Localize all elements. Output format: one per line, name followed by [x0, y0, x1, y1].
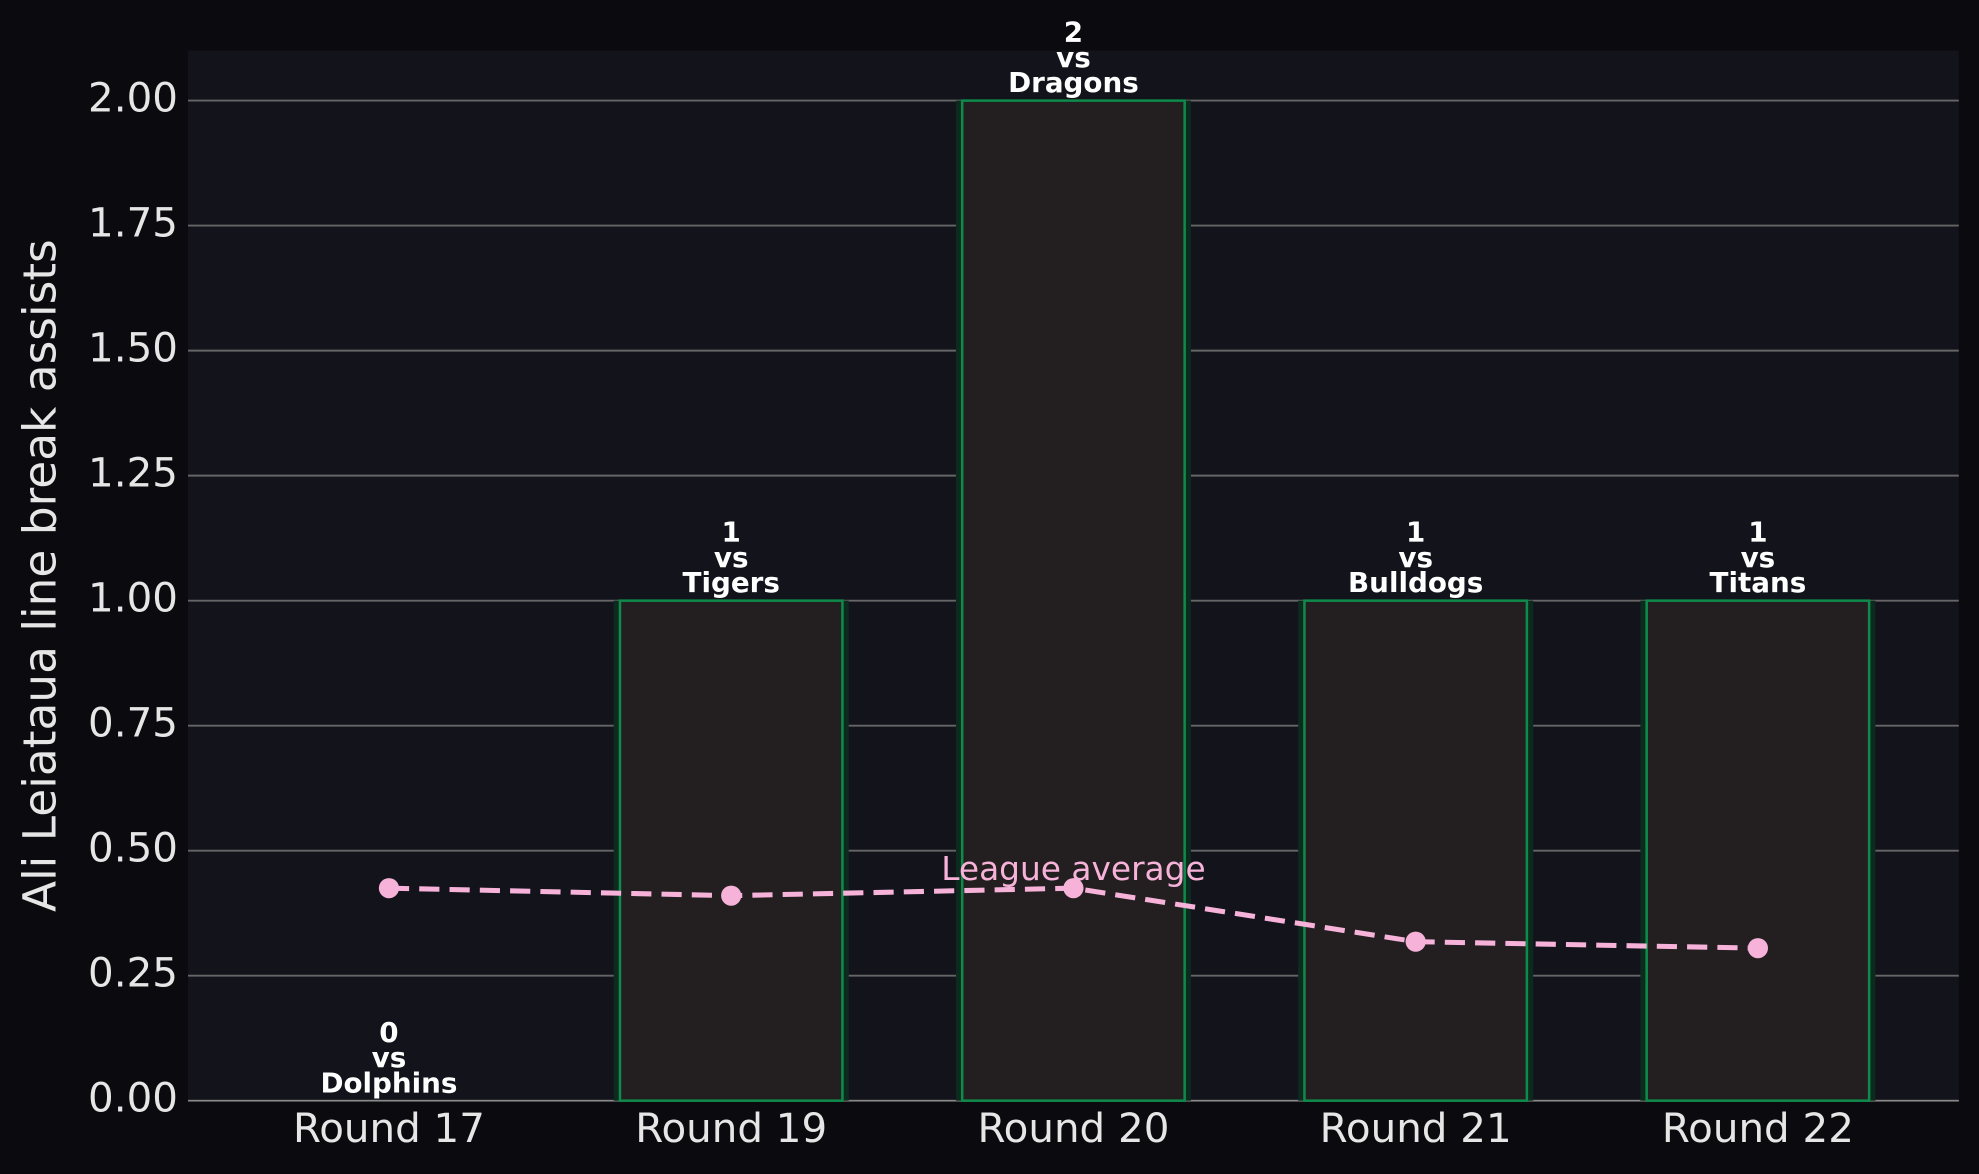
- y-tick-label: 1.50: [88, 325, 178, 372]
- bar: [618, 599, 844, 1102]
- average-point: [1405, 931, 1426, 952]
- opponent-label: Dragons: [1008, 66, 1139, 99]
- y-tick-label: 1.75: [88, 200, 178, 247]
- value-label: 1: [1406, 516, 1425, 549]
- x-tick-label: Round 17: [293, 1105, 485, 1152]
- x-tick-label: Round 21: [1320, 1105, 1512, 1152]
- connector-label: vs: [372, 1041, 407, 1074]
- y-tick-label: 0.25: [88, 950, 178, 997]
- connector-label: vs: [1056, 41, 1091, 74]
- opponent-label: Tigers: [683, 566, 780, 599]
- y-axis-label: Ali Leiataua line break assists: [13, 239, 66, 912]
- average-point: [1063, 878, 1084, 899]
- opponent-label: Bulldogs: [1348, 566, 1483, 599]
- average-point: [1747, 938, 1769, 959]
- average-annotation: League average: [941, 850, 1205, 888]
- connector-label: vs: [1398, 541, 1433, 574]
- x-tick-label: Round 22: [1662, 1105, 1854, 1152]
- y-tick-label: 2.00: [88, 75, 178, 122]
- y-tick-label: 0.00: [88, 1075, 178, 1122]
- y-tick-label: 1.25: [88, 450, 178, 497]
- x-tick-label: Round 20: [977, 1105, 1169, 1152]
- y-tick-label: 0.75: [88, 700, 178, 747]
- bar: [960, 99, 1186, 1102]
- x-tick-label: Round 19: [635, 1105, 827, 1152]
- average-point: [378, 878, 400, 899]
- connector-label: vs: [714, 541, 749, 574]
- y-tick-label: 1.00: [88, 575, 178, 622]
- bar: [1303, 599, 1529, 1102]
- opponent-label: Titans: [1710, 566, 1807, 599]
- value-label: 1: [722, 516, 741, 549]
- value-label: 0: [379, 1016, 398, 1049]
- connector-label: vs: [1741, 541, 1776, 574]
- value-label: 2: [1064, 16, 1083, 49]
- bar: [1645, 599, 1871, 1102]
- value-label: 1: [1748, 516, 1767, 549]
- average-point: [721, 885, 742, 906]
- y-tick-label: 0.50: [88, 825, 178, 872]
- opponent-label: Dolphins: [320, 1066, 457, 1099]
